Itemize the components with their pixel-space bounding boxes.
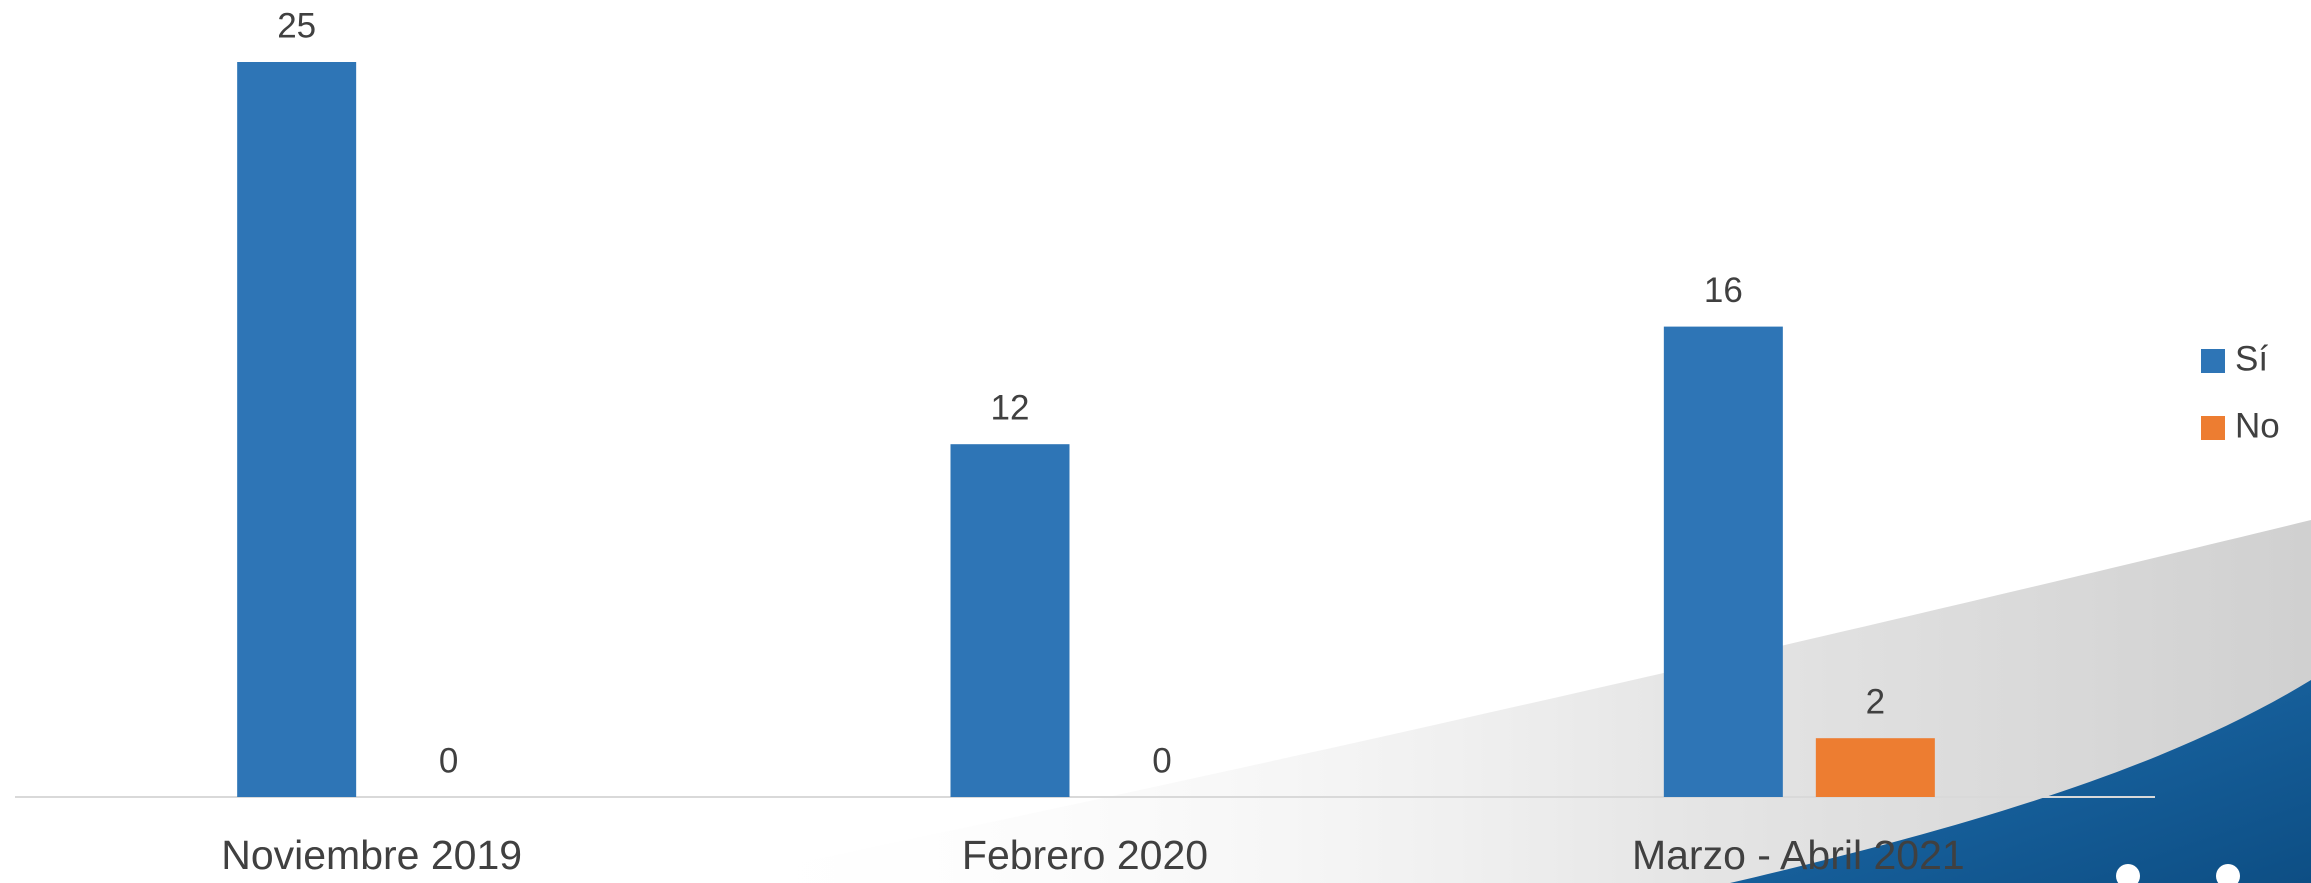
legend-swatch [2201, 349, 2225, 373]
bar [1815, 738, 1935, 797]
x-tick-label: Noviembre 2019 [221, 832, 522, 878]
data-label: 0 [1152, 741, 1171, 780]
data-label: 12 [991, 388, 1030, 427]
x-tick-label: Marzo - Abril 2021 [1632, 832, 1965, 878]
data-label: 16 [1704, 271, 1743, 310]
decor-dot [2216, 864, 2240, 883]
x-tick-label: Febrero 2020 [962, 832, 1208, 878]
bar [1663, 326, 1783, 797]
data-label: 25 [277, 6, 316, 45]
bar [950, 444, 1070, 797]
background-band [1730, 680, 2311, 883]
data-label: 0 [439, 741, 458, 780]
data-label: 2 [1866, 682, 1885, 721]
legend-swatch [2201, 416, 2225, 440]
decor-dot [2116, 864, 2140, 883]
legend-label: No [2235, 406, 2280, 445]
bar [237, 62, 357, 797]
legend-label: Sí [2235, 339, 2268, 378]
